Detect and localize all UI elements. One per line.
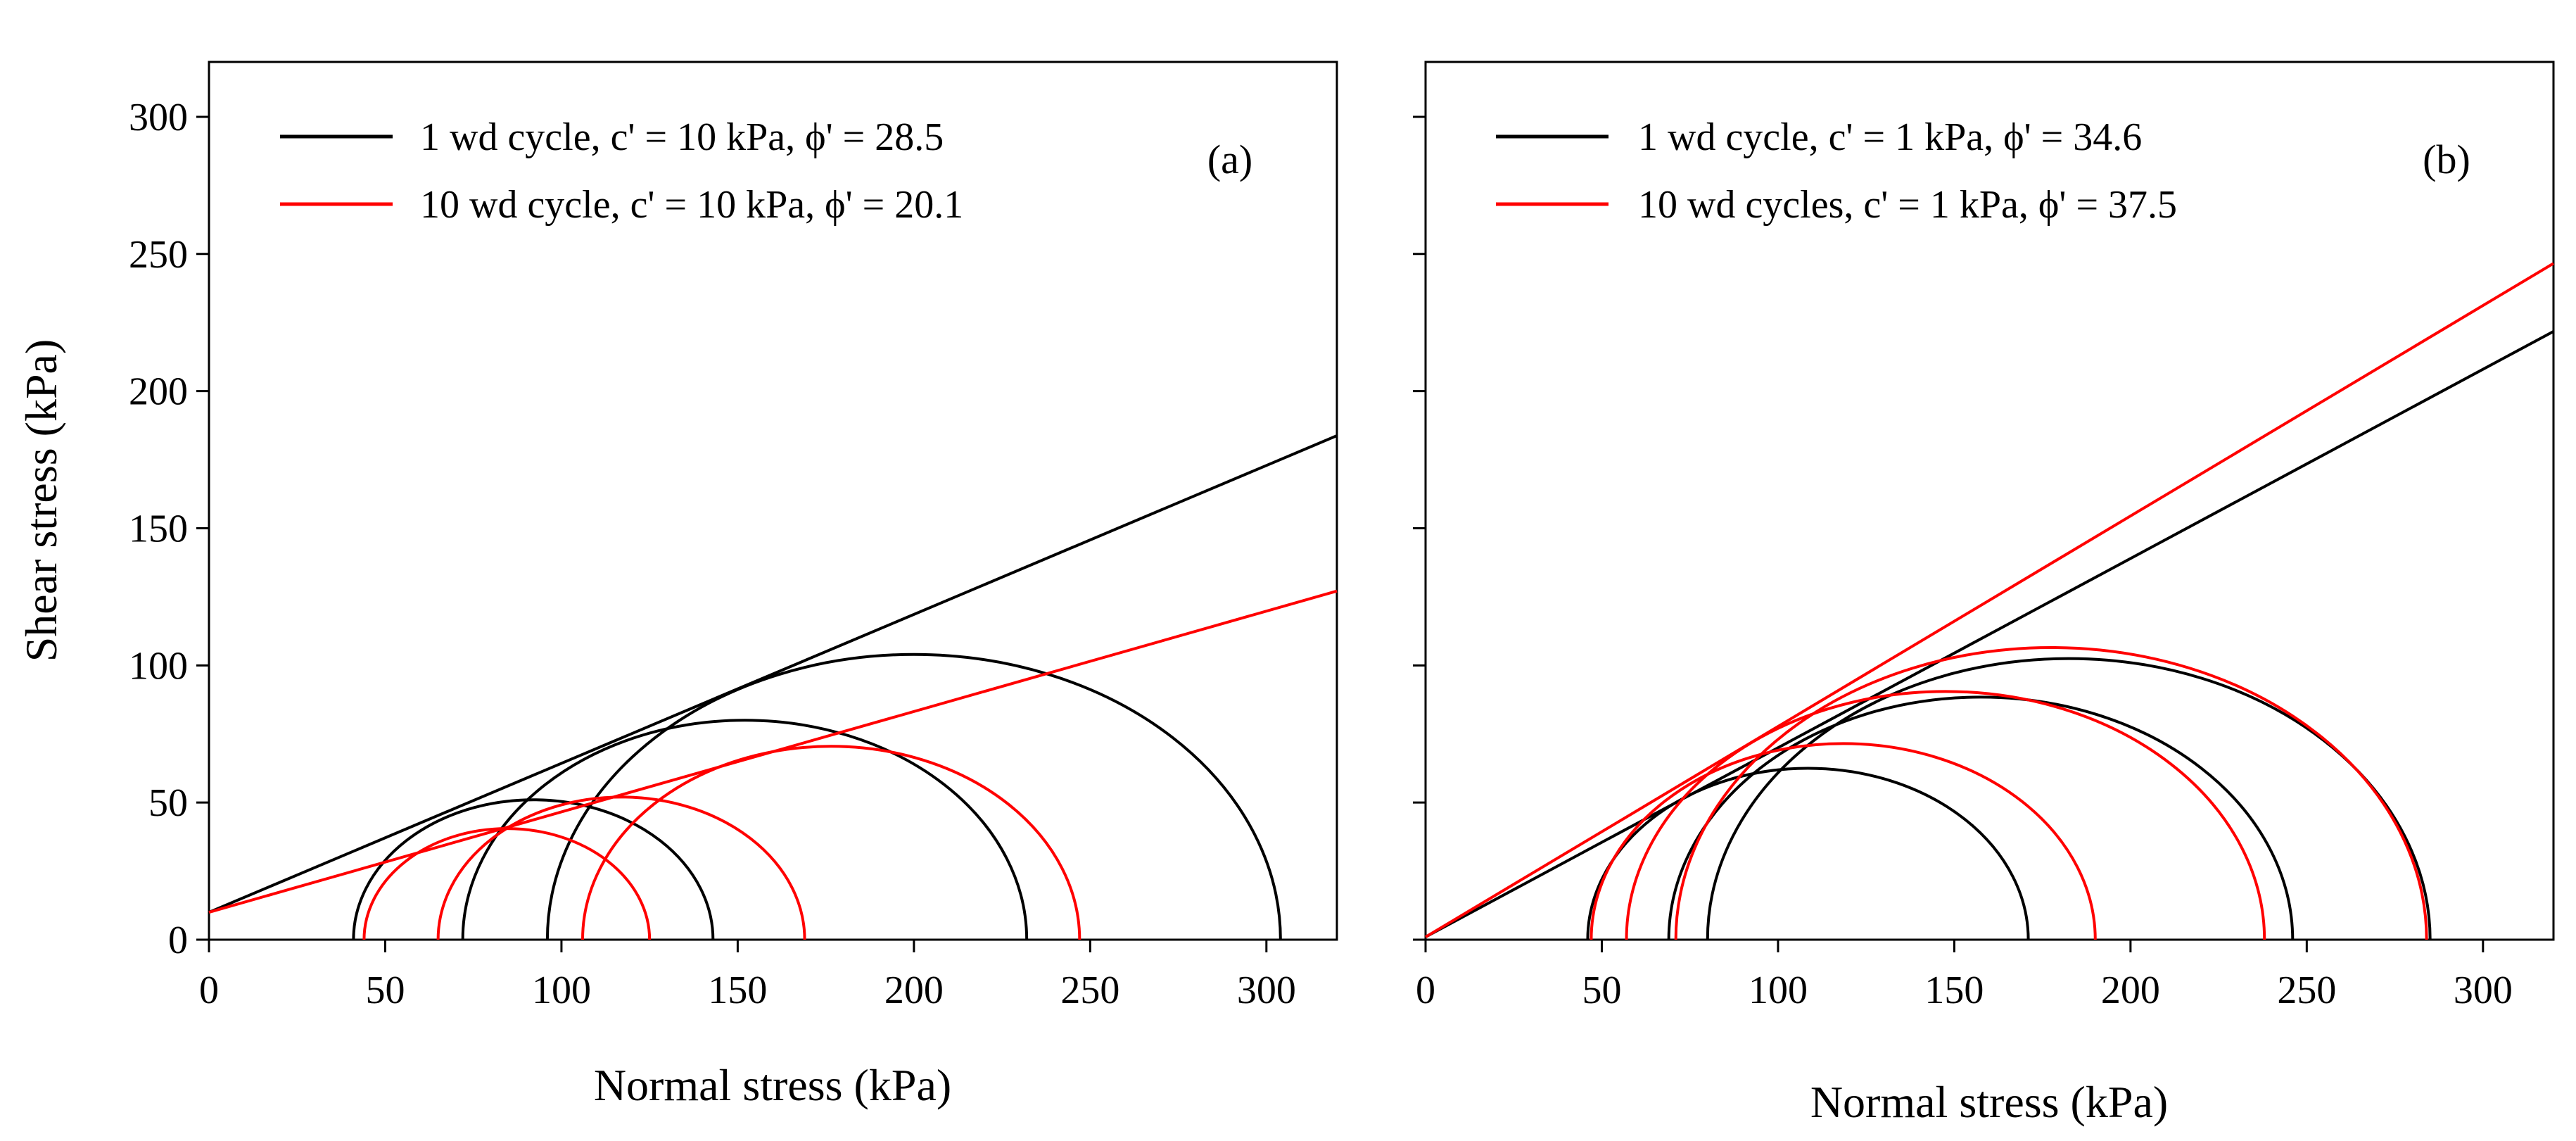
legend-b: 1 wd cycle, c' = 1 kPa, ϕ' = 34.6 10 wd … bbox=[1496, 115, 2177, 227]
legend-entry-b-1: 10 wd cycles, c' = 1 kPa, ϕ' = 37.5 bbox=[1638, 183, 2177, 227]
x-tick-label-a-0: 0 bbox=[199, 969, 219, 1012]
mohr-circle-a-0-2 bbox=[545, 653, 1282, 940]
panel-a: 0 50 100 150 200 250 300 0 50 100 150 200 250 300 Nor… bbox=[16, 61, 1338, 1110]
chart-marks-a bbox=[208, 434, 1338, 940]
x-tick-label-b-6: 300 bbox=[2454, 969, 2513, 1012]
legend-entry-a-1: 10 wd cycle, c' = 10 kPa, ϕ' = 20.1 bbox=[420, 183, 963, 227]
mohr-circle-a-1-0 bbox=[362, 827, 652, 940]
plot-frame-b bbox=[1424, 61, 2555, 941]
x-tick-label-a-4: 200 bbox=[884, 969, 944, 1012]
legend-entry-a-0: 1 wd cycle, c' = 10 kPa, ϕ' = 28.5 bbox=[420, 115, 944, 159]
x-tick-label-b-4: 200 bbox=[2101, 969, 2160, 1012]
failure-envelope-a-0 bbox=[208, 434, 1338, 914]
x-tick-label-a-6: 300 bbox=[1237, 969, 1296, 1012]
mohr-circle-b-1-0 bbox=[1590, 742, 2097, 940]
mohr-circle-b-1-2 bbox=[1676, 648, 2427, 940]
panel-b: 0 50 100 150 200 250 300 Normal stress (kPa) (… bbox=[1413, 61, 2555, 1127]
x-axis-title-b: Normal stress (kPa) bbox=[1810, 1077, 2168, 1127]
x-tick-label-a-3: 150 bbox=[708, 969, 767, 1012]
y-tick-label-a-5: 250 bbox=[129, 233, 188, 277]
legend-entry-b-0: 1 wd cycle, c' = 1 kPa, ϕ' = 34.6 bbox=[1638, 115, 2142, 159]
y-tick-label-a-2: 100 bbox=[129, 644, 188, 688]
y-tick-label-a-6: 300 bbox=[129, 96, 188, 139]
mohr-circle-b-0-1 bbox=[1667, 695, 2295, 940]
x-tick-label-b-5: 250 bbox=[2277, 969, 2336, 1012]
mohr-circle-a-1-1 bbox=[436, 796, 806, 940]
y-tick-label-a-0: 0 bbox=[168, 919, 188, 962]
chart-marks-b bbox=[1424, 262, 2555, 940]
x-tick-label-a-5: 250 bbox=[1060, 969, 1119, 1012]
axes-a: 0 50 100 150 200 250 300 0 50 100 150 200 250 300 bbox=[129, 96, 1296, 1012]
mohr-circle-a-0-1 bbox=[461, 719, 1029, 940]
x-tick-label-b-1: 50 bbox=[1582, 969, 1621, 1012]
mohr-circle-a-1-2 bbox=[580, 745, 1081, 940]
mohr-circle-b-1-1 bbox=[1625, 690, 2266, 940]
y-axis-title-a: Shear stress (kPa) bbox=[16, 339, 66, 662]
x-tick-label-a-2: 100 bbox=[532, 969, 591, 1012]
legend-a: 1 wd cycle, c' = 10 kPa, ϕ' = 28.5 10 wd… bbox=[280, 115, 963, 227]
y-tick-label-a-4: 200 bbox=[129, 370, 188, 414]
mohr-circle-a-0-0 bbox=[352, 798, 715, 940]
x-tick-label-b-3: 150 bbox=[1924, 969, 1984, 1012]
x-tick-label-b-0: 0 bbox=[1416, 969, 1435, 1012]
failure-envelope-b-1 bbox=[1424, 262, 2555, 938]
mohr-circle-b-0-0 bbox=[1586, 767, 2030, 940]
y-tick-label-a-3: 150 bbox=[129, 507, 188, 550]
x-axis-title-a: Normal stress (kPa) bbox=[594, 1060, 951, 1110]
y-tick-label-a-1: 50 bbox=[148, 781, 188, 825]
mohr-circle-b-0-2 bbox=[1706, 657, 2432, 940]
x-tick-label-b-2: 100 bbox=[1749, 969, 1808, 1012]
plot-frame-a bbox=[208, 61, 1338, 941]
failure-envelope-b-0 bbox=[1425, 330, 2554, 938]
axes-b: 0 50 100 150 200 250 300 bbox=[1413, 115, 2513, 1012]
panel-label-b: (b) bbox=[2423, 137, 2470, 182]
x-tick-label-a-1: 50 bbox=[365, 969, 405, 1012]
panel-label-a: (a) bbox=[1207, 137, 1252, 182]
